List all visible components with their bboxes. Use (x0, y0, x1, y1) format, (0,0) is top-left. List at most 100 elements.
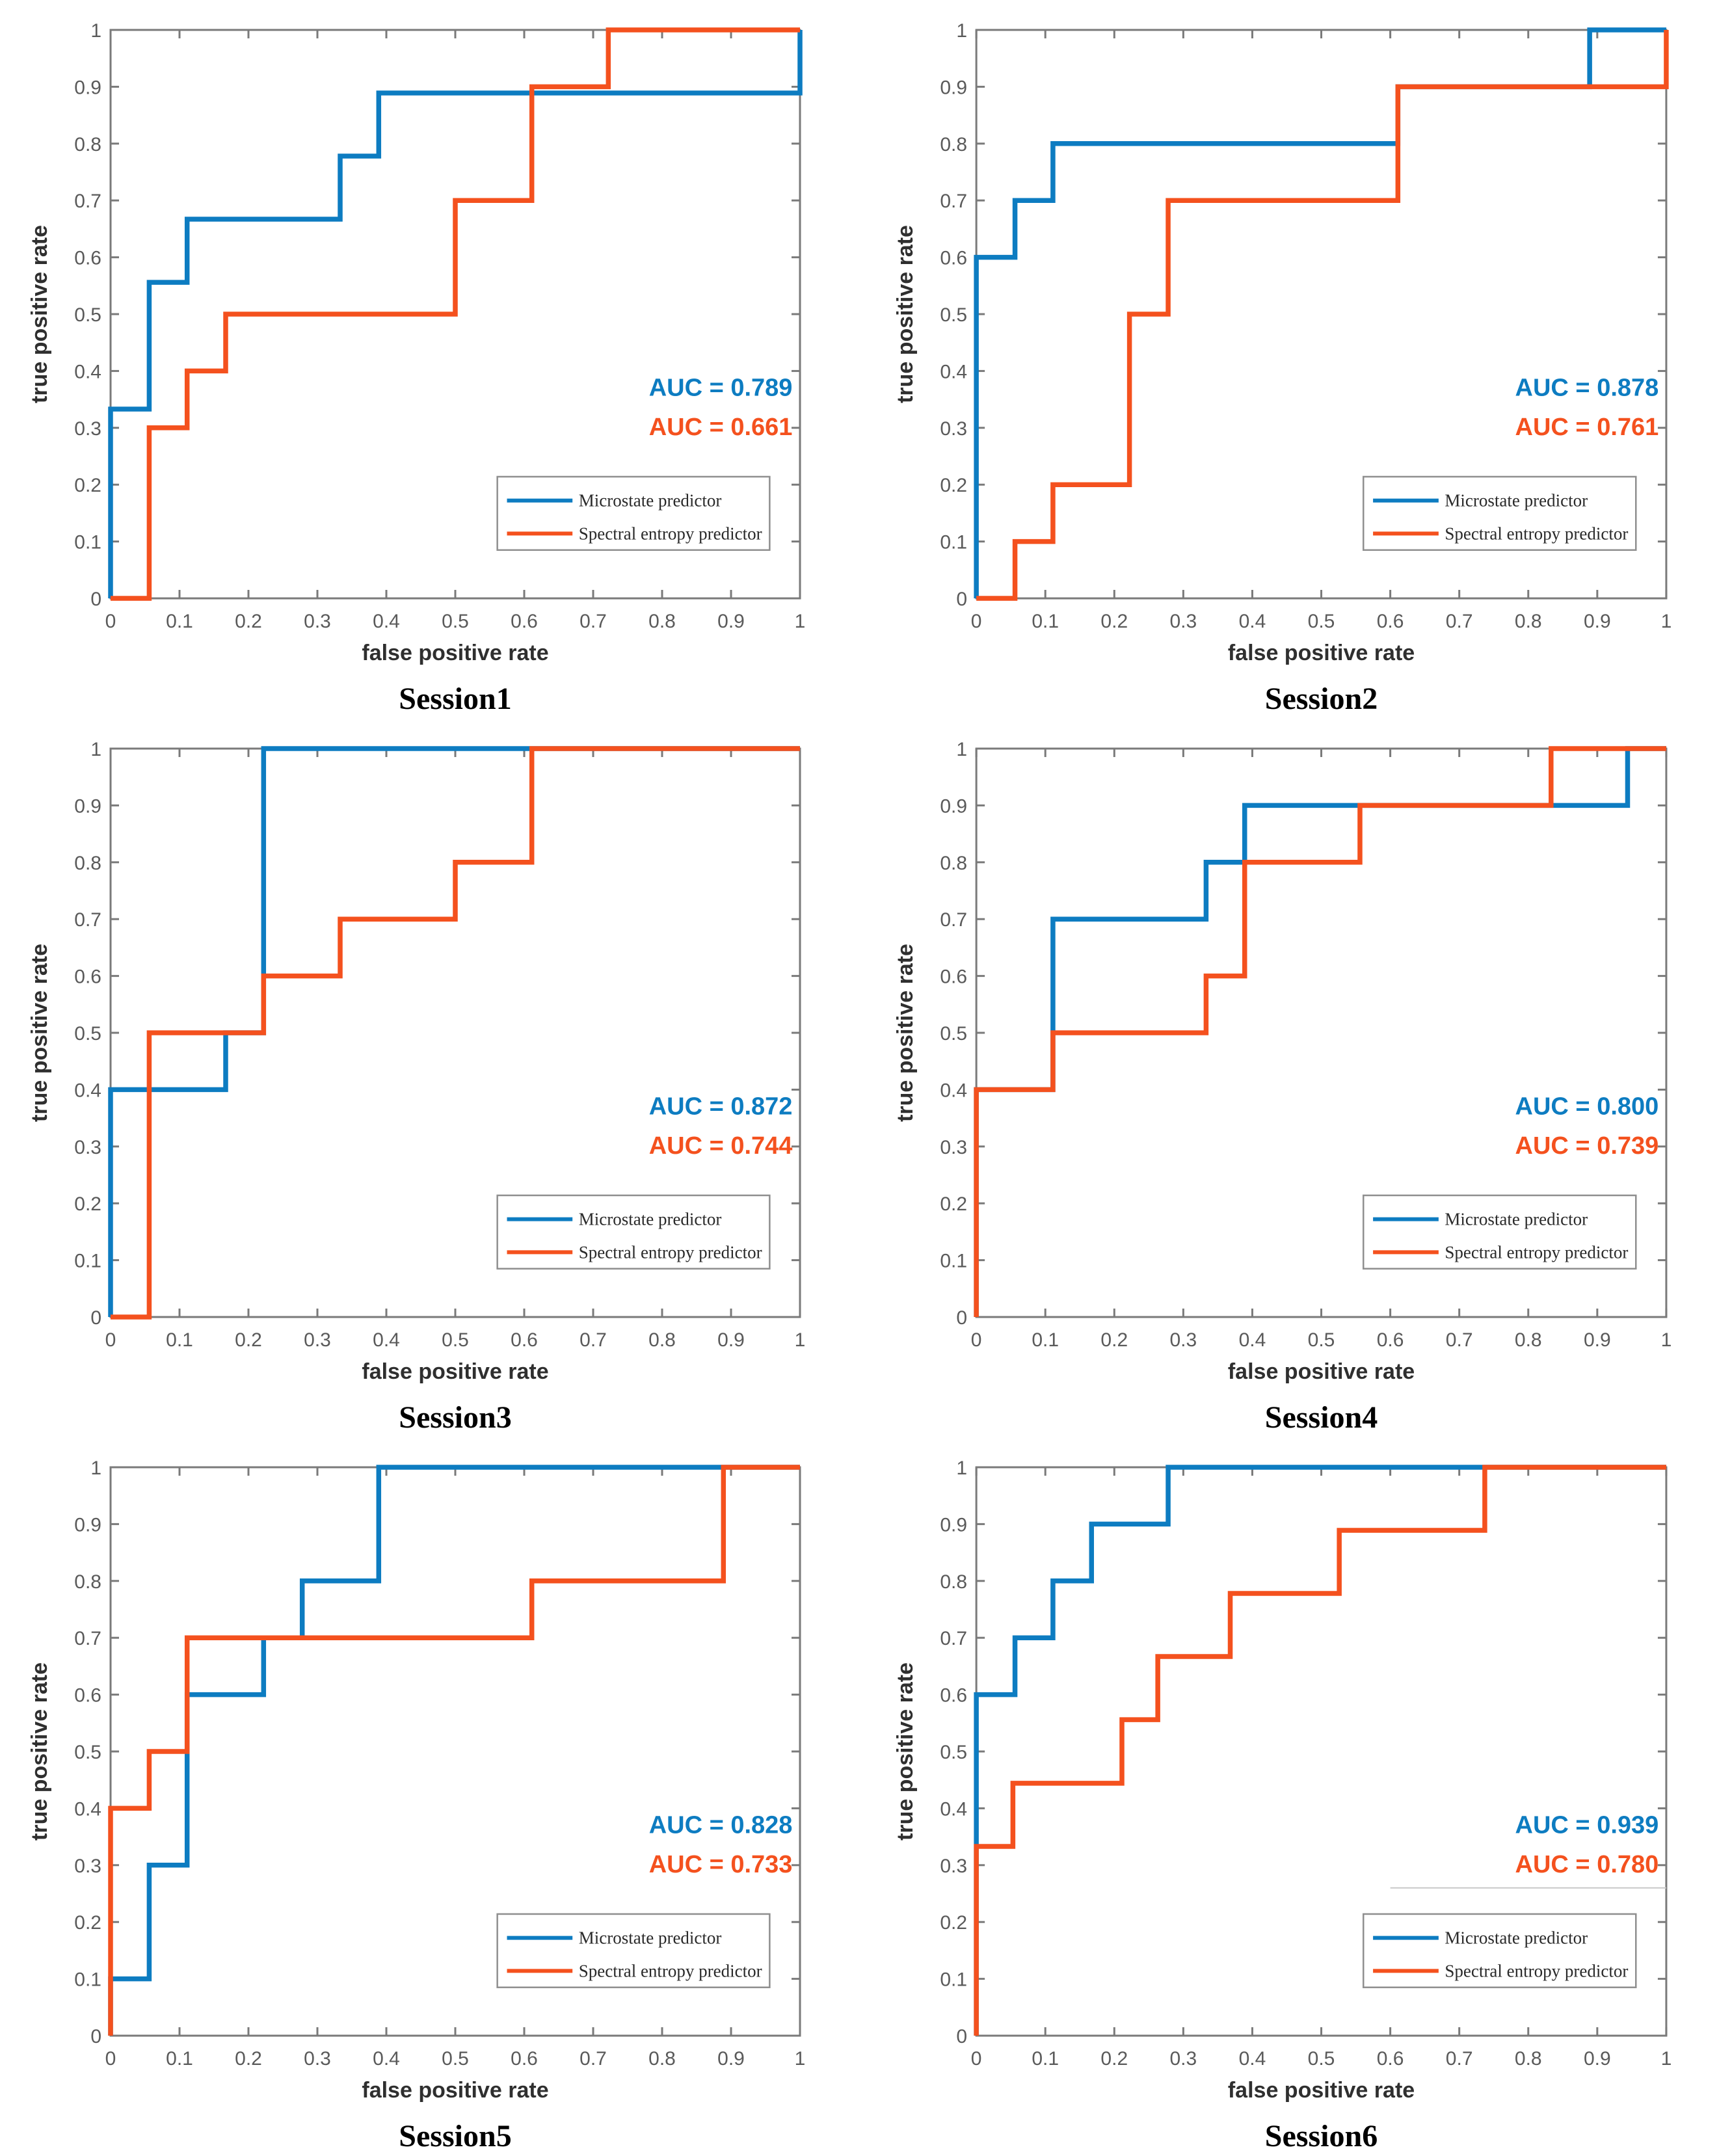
tick-marks (975, 747, 1668, 1318)
legend: Microstate predictor Spectral entropy pre… (496, 475, 771, 551)
y-tick-label: 0.8 (74, 1571, 101, 1593)
y-axis-label: true positive rate (893, 944, 918, 1122)
x-tick-label: 0.6 (1377, 611, 1404, 632)
x-tick-label: 0.5 (442, 2048, 469, 2069)
y-tick-label: 0.6 (74, 248, 101, 269)
roc-curve-spectral-entropy (111, 27, 800, 601)
y-tick-label: 0.2 (940, 1912, 967, 1934)
y-tick-label: 0.6 (74, 966, 101, 988)
x-tick-label: 0.8 (1515, 611, 1542, 632)
tick-labels: 00 0.1 0.1 0.2 0.2 0.3 0.3 0.4 0.4 0.5 0.5 0.6 0.6 0.… (940, 739, 1672, 1351)
y-axis-label: true positive rate (27, 1662, 52, 1841)
x-axis-label: false positive rate (1228, 641, 1415, 665)
x-tick-label: 0.1 (1032, 611, 1059, 632)
y-tick-label: 0.6 (940, 1685, 967, 1707)
session-title: Session2 (1265, 682, 1378, 716)
x-tick-label: 0.8 (1515, 2048, 1542, 2069)
legend-box (496, 1913, 771, 1988)
tick-labels: 00 0.1 0.1 0.2 0.2 0.3 0.3 0.4 0.4 0.5 0.5 0.6 0.6 0.… (940, 1457, 1672, 2069)
legend: Microstate predictor Spectral entropy pre… (1362, 1913, 1637, 1988)
y-tick-label: 0.2 (74, 1912, 101, 1934)
x-tick-label: 1 (795, 2048, 806, 2069)
chart-session5: 00 0.1 0.1 0.2 0.2 0.3 0.3 0.4 0.4 0.5 0.5 0.6 0.6 0.… (27, 1457, 805, 2153)
panel-session6: 0 0 0.1 0.1 0.2 0.2 0.3 0.3 0.4 0.4 0.5 0.5 0.6 0.6 0.… (866, 1437, 1732, 2156)
x-tick-label: 0.9 (1584, 1329, 1611, 1351)
x-tick-label: 0.4 (373, 1329, 400, 1351)
y-tick-label: 0 (956, 589, 967, 610)
auc-annotation-microstate: AUC = 0.939 (1515, 1812, 1659, 1839)
y-tick-label: 0.3 (940, 1856, 967, 1877)
y-tick-label: 0 (956, 2026, 967, 2047)
legend-label-microstate: Microstate predictor (579, 1210, 722, 1229)
roc-curve-spectral-entropy (976, 30, 1669, 601)
x-tick-label: 0.1 (166, 1329, 193, 1351)
x-tick-label: 0.7 (580, 611, 607, 632)
y-tick-label: 0.7 (940, 1628, 967, 1649)
y-axis-label: true positive rate (893, 1662, 918, 1841)
y-axis-label: true positive rate (27, 944, 52, 1122)
y-tick-label: 0.7 (940, 191, 967, 212)
y-tick-label: 0.2 (940, 475, 967, 496)
y-tick-label: 1 (956, 1457, 967, 1479)
legend-label-microstate: Microstate predictor (579, 491, 722, 511)
y-tick-label: 0.9 (74, 1514, 101, 1536)
y-tick-label: 0.4 (74, 1080, 101, 1101)
legend-box (496, 1194, 771, 1270)
x-tick-label: 1 (795, 1329, 806, 1351)
x-tick-label: 0.1 (166, 611, 193, 632)
y-tick-label: 1 (956, 739, 967, 760)
x-axis-label: false positive rate (362, 641, 548, 665)
legend: Microstate predictor Spectral entropy pre… (496, 1194, 771, 1270)
legend-label-spectral-entropy: Spectral entropy predictor (579, 1242, 762, 1262)
panel-session1: 0 0 0.1 0.1 0.2 0.2 0.3 0.3 0.4 0.4 0.5 0.5 0.6 0.6 0.… (0, 0, 866, 719)
y-tick-label: 0.3 (940, 1137, 967, 1158)
x-tick-label: 0.4 (1239, 2048, 1266, 2069)
auc-annotation-spectral-entropy: AUC = 0.780 (1515, 1851, 1659, 1878)
legend-box (1362, 475, 1637, 551)
auc-annotation-spectral-entropy: AUC = 0.739 (1515, 1132, 1659, 1160)
y-tick-label: 0.3 (74, 1856, 101, 1877)
roc-curve-microstate (108, 1465, 800, 2036)
y-tick-label: 1 (90, 20, 101, 42)
x-tick-label: 0.3 (1169, 1329, 1197, 1351)
x-tick-label: 1 (795, 611, 806, 632)
panel-session5: 0 0 0.1 0.1 0.2 0.2 0.3 0.3 0.4 0.4 0.5 0.5 0.6 0.6 0.… (0, 1437, 866, 2156)
y-tick-label: 0.1 (74, 532, 101, 553)
x-tick-label: 0 (971, 611, 982, 632)
x-tick-label: 0.1 (166, 2048, 193, 2069)
tick-labels: 00 0.1 0.1 0.2 0.2 0.3 0.3 0.4 0.4 0.5 0.5 0.6 0.6 0.… (74, 20, 805, 632)
auc-annotation-microstate: AUC = 0.789 (649, 375, 793, 402)
y-tick-label: 0.5 (74, 304, 101, 326)
x-tick-label: 0.6 (511, 1329, 538, 1351)
y-tick-label: 0.1 (940, 1969, 967, 1991)
x-tick-label: 0.1 (1032, 1329, 1059, 1351)
legend-label-spectral-entropy: Spectral entropy predictor (579, 1961, 762, 1980)
y-tick-label: 0.8 (940, 853, 967, 874)
tick-labels: 00 0.1 0.1 0.2 0.2 0.3 0.3 0.4 0.4 0.5 0.5 0.6 0.6 0.… (74, 1457, 805, 2069)
legend-box (496, 475, 771, 551)
x-tick-label: 0.4 (1239, 611, 1266, 632)
x-tick-label: 0.8 (1515, 1329, 1542, 1351)
y-tick-label: 0.8 (940, 1571, 967, 1593)
x-tick-label: 0.3 (304, 2048, 331, 2069)
legend-label-spectral-entropy: Spectral entropy predictor (1445, 524, 1628, 543)
x-tick-label: 0.1 (1032, 2048, 1059, 2069)
x-axis-label: false positive rate (362, 1359, 548, 1384)
y-tick-label: 0.5 (74, 1742, 101, 1763)
y-tick-label: 0.8 (940, 134, 967, 155)
x-tick-label: 0.7 (580, 1329, 607, 1351)
legend-box (1362, 1913, 1637, 1988)
x-tick-label: 0 (105, 611, 116, 632)
x-tick-label: 0.3 (1169, 611, 1197, 632)
legend-label-spectral-entropy: Spectral entropy predictor (579, 524, 762, 543)
x-tick-label: 0.9 (717, 2048, 745, 2069)
x-tick-label: 0.2 (1100, 2048, 1128, 2069)
y-tick-label: 0.4 (940, 361, 967, 382)
y-tick-label: 0.7 (940, 909, 967, 931)
legend: Microstate predictor Spectral entropy pre… (496, 1913, 771, 1988)
x-tick-label: 0.9 (1584, 611, 1611, 632)
auc-annotation-spectral-entropy: AUC = 0.761 (1515, 414, 1659, 441)
roc-curve-microstate (974, 27, 1666, 598)
x-tick-label: 0.2 (235, 611, 262, 632)
x-tick-label: 0.2 (1100, 1329, 1128, 1351)
